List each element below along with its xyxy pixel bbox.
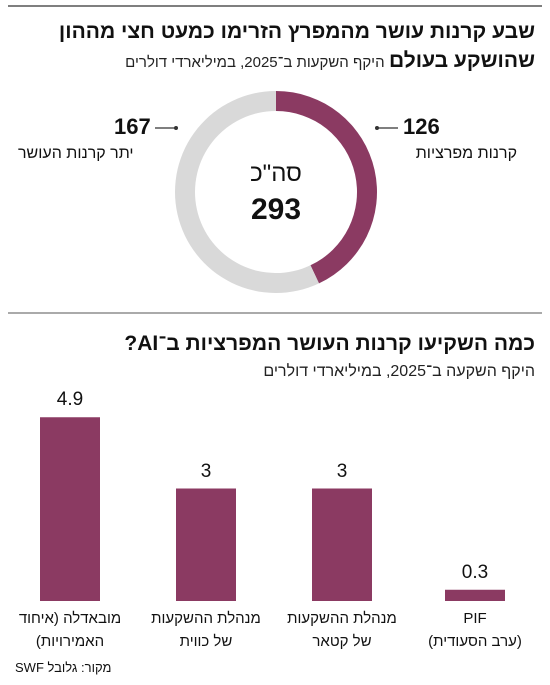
- leader-dot: [375, 126, 379, 130]
- category-label: מובאדלה (איחוד האמירויות): [18, 610, 122, 650]
- source-note: מקור: גלובל SWF: [15, 660, 112, 675]
- donut-heading: שבע קרנות עושר מהמפרץ הזרימו כמעט חצי מה…: [10, 18, 535, 76]
- value-label: 126: [403, 114, 440, 139]
- leader-dot: [174, 126, 178, 130]
- value-label: 4.9: [56, 389, 84, 411]
- bar: [445, 589, 505, 601]
- chart-subtitle: היקף השקעות ב־2025, במיליארדי דולרים: [125, 54, 385, 71]
- chart-title: שבע קרנות עושר מהמפרץ הזרימו כמעט חצי מה…: [58, 20, 535, 72]
- value-label: 0.3: [461, 561, 489, 583]
- category-label: יתר קרנות העושר: [18, 145, 134, 162]
- donut-segment: [175, 91, 319, 293]
- donut-segment: [276, 91, 377, 284]
- bar: [312, 488, 372, 601]
- chart-title: כמה השקיעו קרנות העושר המפרציות ב־AI?: [124, 332, 535, 355]
- category-label: מנהלת ההשקעות של קטאר: [287, 610, 397, 650]
- category-label: מנהלת ההשקעות של כווית: [151, 610, 261, 650]
- bar: [176, 488, 236, 601]
- value-label: 3: [200, 460, 212, 482]
- chart-subtitle: היקף השקעה ב־2025, במיליארדי דולרים: [263, 363, 535, 380]
- value-label: 3: [336, 460, 348, 482]
- total-label: סה"כ: [250, 160, 302, 187]
- value-label: 167: [114, 114, 151, 139]
- category-label: קרנות מפרציות: [415, 145, 517, 162]
- category-label: PIF (ערב הסעודית): [428, 610, 522, 650]
- total-value: 293: [250, 193, 302, 226]
- bar: [40, 417, 100, 601]
